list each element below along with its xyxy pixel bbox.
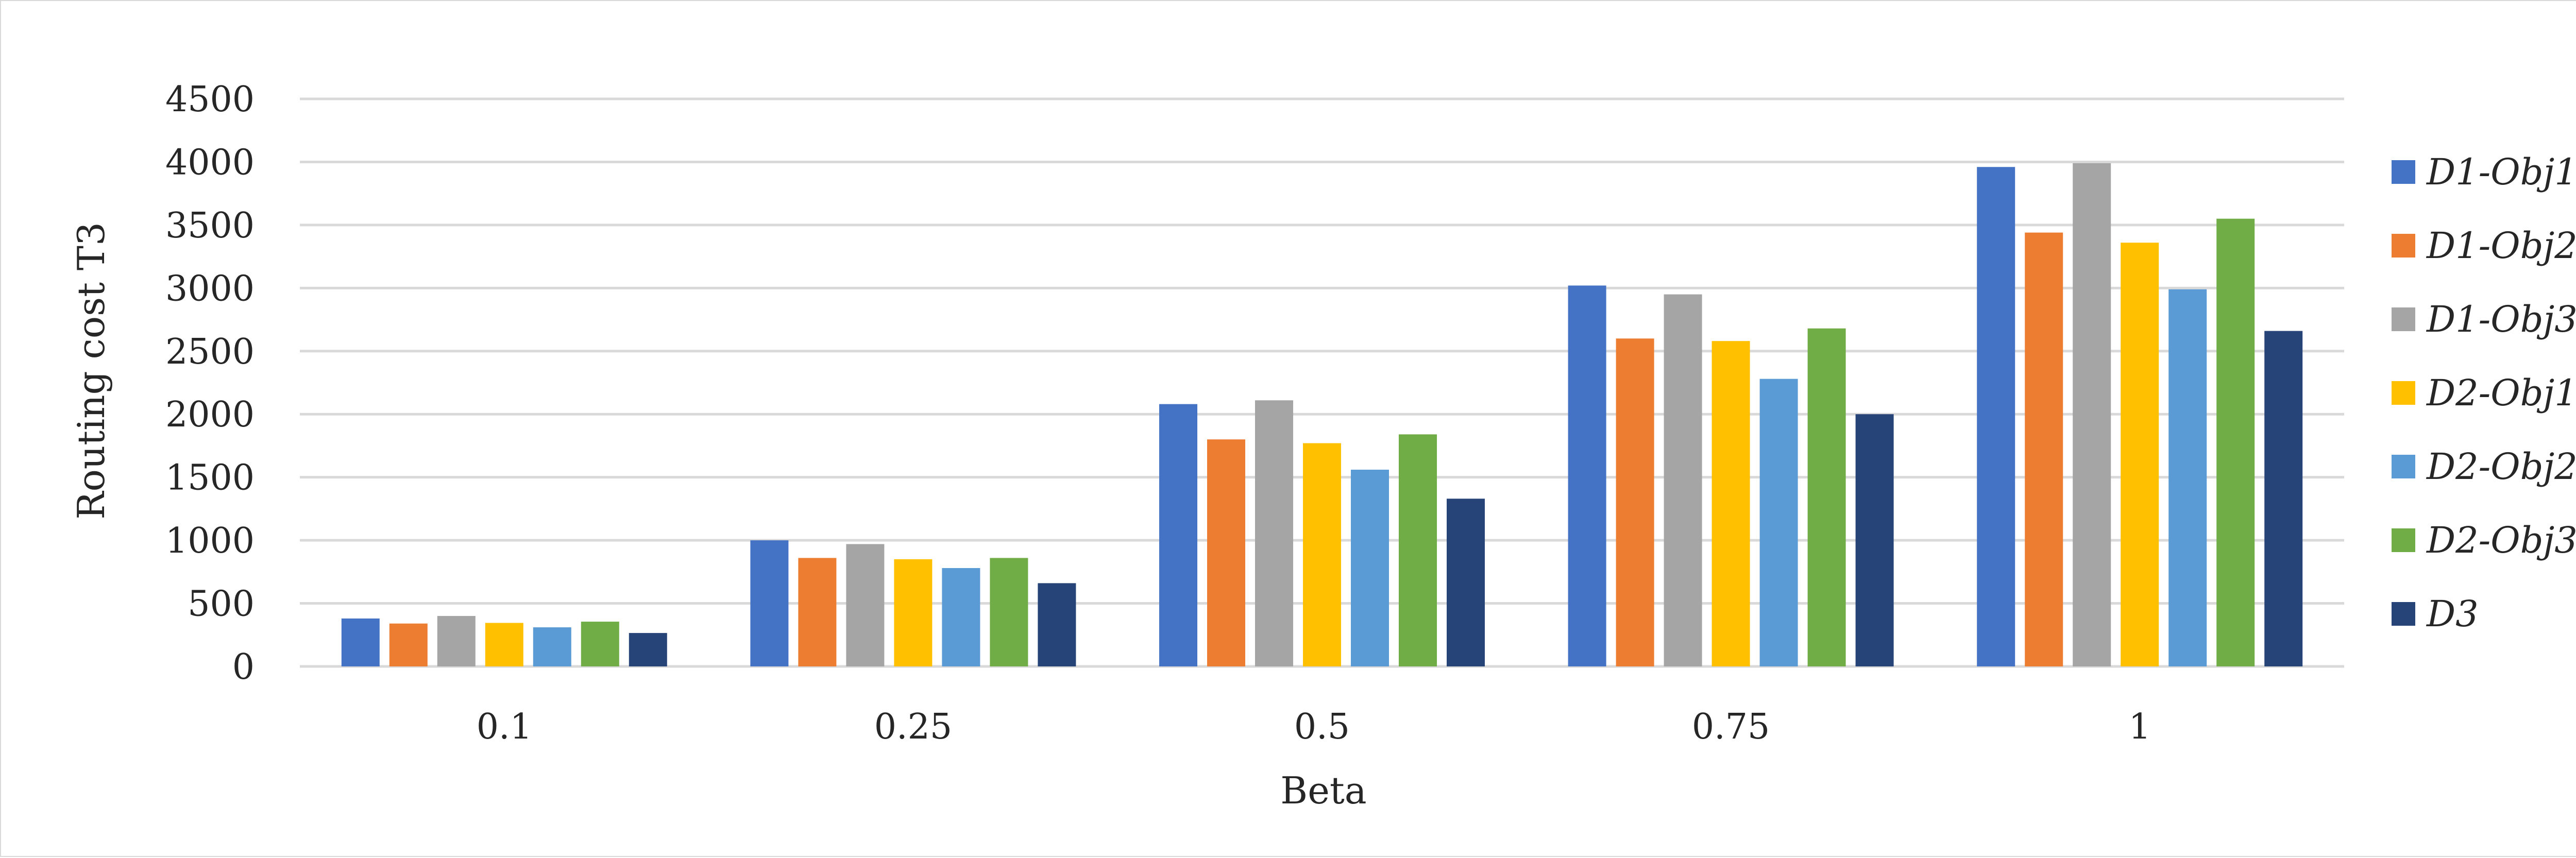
x-tick-label: 1: [2129, 707, 2151, 747]
bar-d2-obj1-0_75: [1711, 341, 1750, 666]
bar-d1-obj3-0_25: [846, 544, 885, 666]
y-tick-label: 4000: [165, 142, 255, 183]
bar-d2-obj1-0_5: [1303, 443, 1341, 666]
bar-d2-obj2-0_1: [533, 627, 571, 666]
bar-d1-obj2-0_75: [1616, 338, 1654, 666]
bar-d1-obj1-0_1: [341, 618, 380, 666]
bar-d3-0_75: [1855, 414, 1894, 666]
x-tick-label: 0.75: [1692, 707, 1770, 747]
bar-d2-obj2-1: [2168, 289, 2207, 666]
bar-d1-obj3-0_75: [1664, 294, 1702, 666]
gridlines: [300, 97, 2344, 668]
y-tick-label: 1500: [165, 458, 255, 499]
legend-label: D1-Obj3: [2426, 298, 2576, 340]
legend-label: D3: [2426, 593, 2479, 635]
bar-d1-obj2-0_1: [389, 623, 428, 666]
x-tick-label: 0.1: [477, 707, 532, 747]
y-axis-ticks: 0 500 1000 1500 2000 2500 3000 3500 4000 4500: [165, 79, 255, 688]
x-tick-label: 0.5: [1294, 707, 1350, 747]
bar-d2-obj1-0_25: [894, 559, 933, 666]
bars: [341, 163, 2303, 667]
legend-swatch-d2-obj3: [2392, 528, 2415, 552]
bar-d2-obj2-0_5: [1351, 469, 1389, 666]
legend-swatch-d1-obj1: [2392, 160, 2415, 184]
y-tick-label: 1000: [165, 521, 255, 561]
y-tick-label: 2000: [165, 394, 255, 435]
legend-swatch-d2-obj1: [2392, 381, 2415, 405]
bar-d1-obj3-0_5: [1255, 400, 1293, 666]
bar-d2-obj2-0_25: [942, 568, 980, 666]
bar-d1-obj3-0_1: [437, 616, 476, 666]
bar-d3-0_5: [1447, 499, 1485, 666]
y-tick-label: 2500: [165, 332, 255, 372]
x-axis-title: Beta: [1280, 769, 1366, 812]
bar-d1-obj1-0_75: [1568, 285, 1606, 666]
legend: D1-Obj1 D1-Obj2 D1-Obj3 D2-Obj1 D2-Obj2 D2-Ob…: [2392, 151, 2576, 635]
bar-d2-obj3-1: [2216, 218, 2255, 667]
x-tick-label: 0.25: [874, 707, 952, 747]
legend-swatch-d1-obj3: [2392, 307, 2415, 331]
bar-d2-obj1-1: [2121, 243, 2159, 666]
bar-d3-0_1: [629, 633, 667, 666]
bar-d2-obj1-0_1: [485, 623, 523, 666]
y-tick-label: 0: [232, 647, 255, 688]
bar-d2-obj3-0_75: [1807, 328, 1846, 666]
y-axis-title: Routing cost T3: [70, 222, 113, 520]
x-axis-ticks: 0.1 0.25 0.5 0.75 1: [477, 707, 2151, 747]
bar-d1-obj3-1: [2073, 163, 2111, 667]
bar-d2-obj3-0_5: [1399, 434, 1437, 666]
bar-d2-obj2-0_75: [1759, 379, 1798, 666]
legend-swatch-d2-obj2: [2392, 455, 2415, 478]
bar-d1-obj1-0_5: [1159, 404, 1197, 666]
bar-d1-obj1-1: [1977, 167, 2015, 666]
legend-swatch-d1-obj2: [2392, 234, 2415, 258]
y-tick-label: 4500: [165, 79, 255, 120]
legend-label: D1-Obj2: [2426, 225, 2576, 267]
bar-d1-obj2-0_5: [1207, 439, 1245, 666]
bar-d3-0_25: [1038, 583, 1076, 666]
y-tick-label: 3000: [165, 268, 255, 309]
legend-label: D1-Obj1: [2426, 151, 2576, 193]
legend-label: D2-Obj2: [2426, 445, 2576, 488]
legend-label: D2-Obj1: [2426, 372, 2576, 414]
bar-d1-obj2-1: [2025, 232, 2063, 666]
legend-swatch-d3: [2392, 602, 2415, 626]
bar-d2-obj3-0_25: [990, 558, 1028, 666]
y-tick-label: 3500: [165, 205, 255, 246]
bar-d1-obj2-0_25: [798, 558, 837, 666]
bar-d3-1: [2264, 331, 2303, 666]
legend-label: D2-Obj3: [2426, 519, 2576, 561]
y-tick-label: 500: [188, 584, 255, 625]
bar-d1-obj1-0_25: [750, 540, 789, 666]
bar-d2-obj3-0_1: [581, 622, 619, 666]
